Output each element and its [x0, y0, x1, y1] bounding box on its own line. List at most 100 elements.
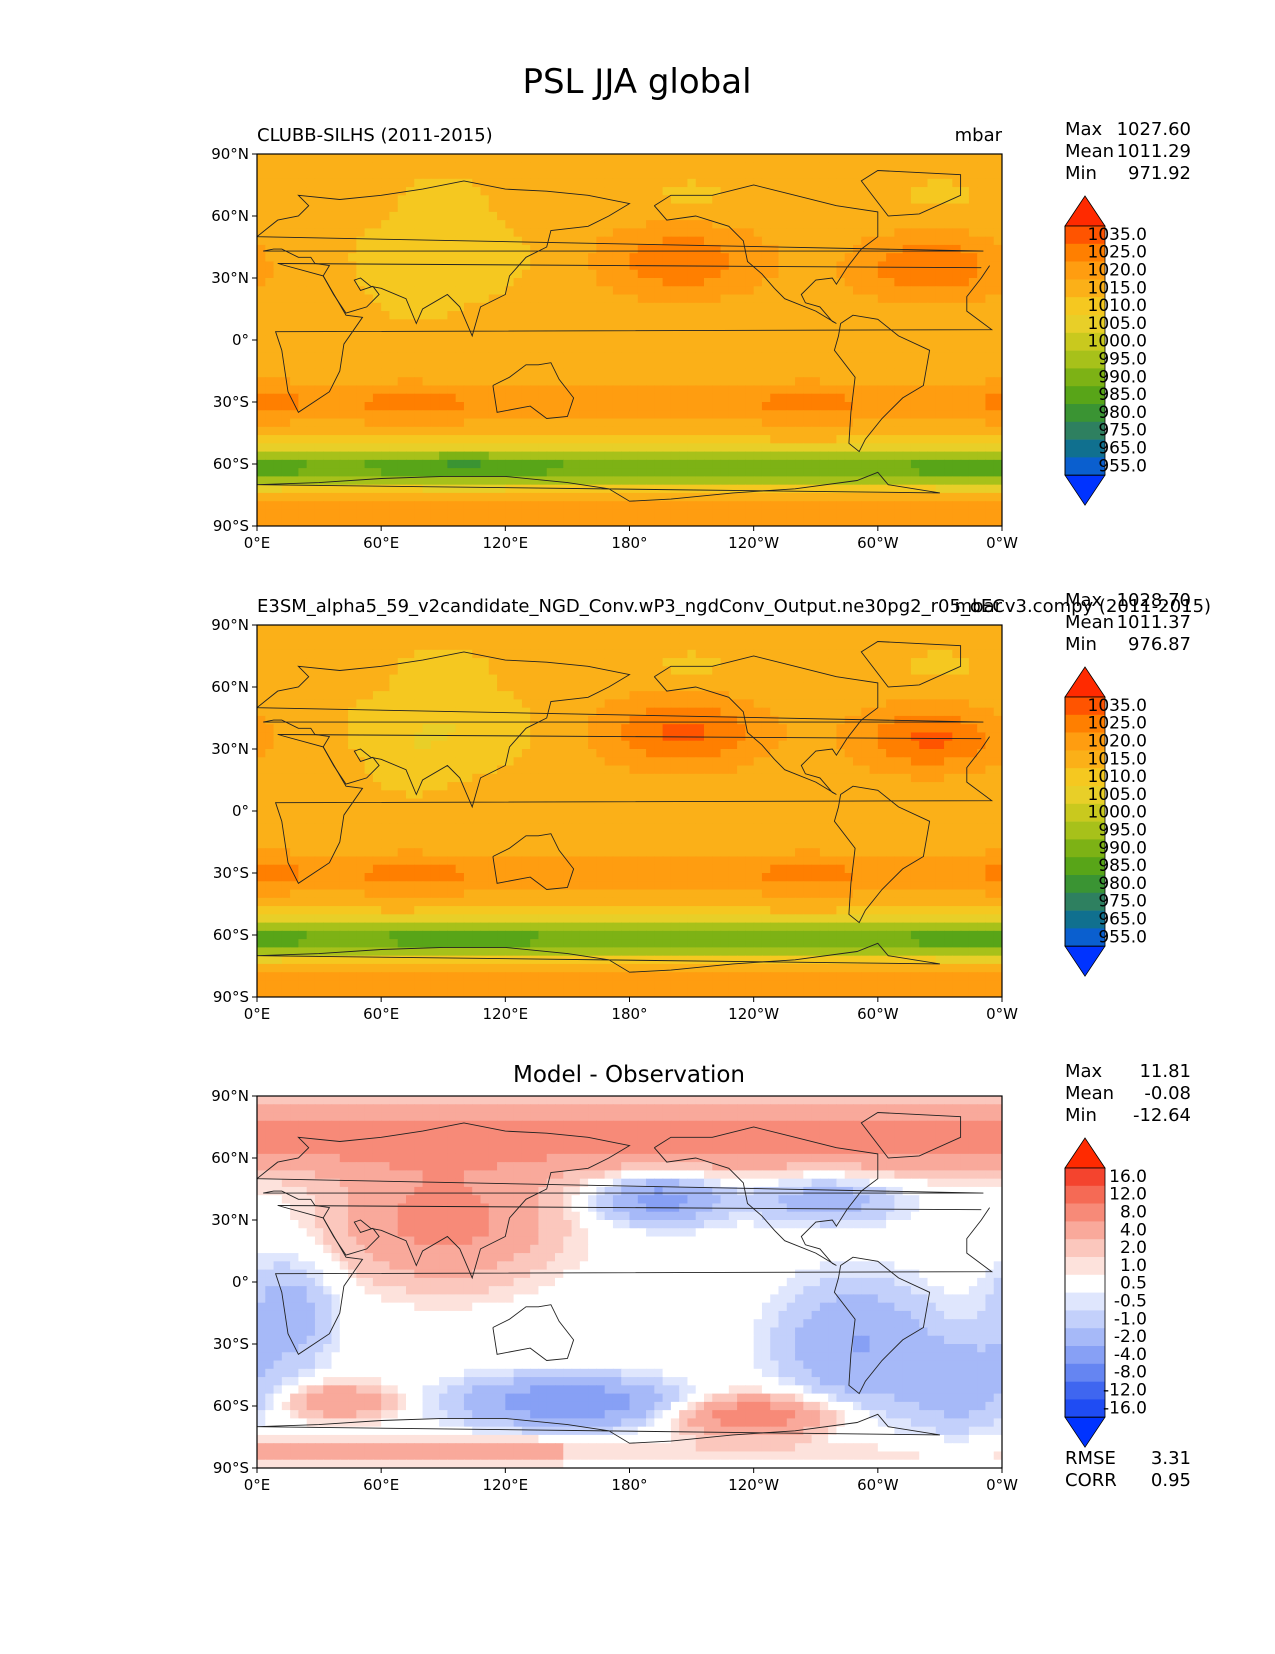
field-cell — [514, 212, 523, 221]
field-cell — [820, 452, 829, 461]
field-cell — [654, 468, 663, 477]
field-cell — [969, 427, 978, 436]
field-cell — [538, 666, 547, 675]
field-cell — [737, 650, 746, 659]
field-cell — [447, 261, 456, 270]
field-cell — [489, 303, 498, 312]
field-cell — [977, 212, 986, 221]
field-cell — [265, 212, 274, 221]
field-cell — [803, 311, 812, 320]
field-cell — [928, 476, 937, 485]
field-cell — [547, 427, 556, 436]
field-cell — [903, 509, 912, 518]
field-cell — [638, 410, 647, 419]
field-cell — [447, 278, 456, 287]
field-cell — [911, 377, 920, 386]
field-cell — [332, 518, 341, 527]
field-cell — [613, 295, 622, 304]
field-cell — [621, 460, 630, 469]
field-cell — [911, 435, 920, 444]
field-cell — [481, 642, 490, 651]
field-cell — [547, 344, 556, 353]
field-cell — [721, 633, 730, 642]
field-cell — [522, 228, 531, 237]
field-cell — [878, 295, 887, 304]
field-cell — [423, 402, 432, 411]
field-cell — [431, 633, 440, 642]
field-cell — [886, 204, 895, 213]
field-cell — [323, 691, 332, 700]
field-cell — [298, 162, 307, 171]
field-cell — [787, 691, 796, 700]
field-cell — [555, 303, 564, 312]
field-cell — [687, 410, 696, 419]
field-cell — [787, 460, 796, 469]
field-cell — [282, 642, 291, 651]
field-cell — [853, 228, 862, 237]
field-cell — [969, 336, 978, 345]
field-cell — [481, 452, 490, 461]
field-cell — [274, 162, 283, 171]
field-cell — [745, 344, 754, 353]
field-cell — [671, 361, 680, 370]
field-cell — [365, 683, 374, 692]
field-cell — [919, 253, 928, 262]
field-cell — [770, 303, 779, 312]
field-cell — [861, 253, 870, 262]
field-cell — [936, 328, 945, 337]
field-cell — [654, 171, 663, 180]
field-cell — [795, 394, 804, 403]
field-cell — [456, 518, 465, 527]
field-cell — [878, 501, 887, 510]
field-cell — [522, 468, 531, 477]
field-cell — [538, 485, 547, 494]
field-cell — [265, 394, 274, 403]
field-cell — [985, 278, 994, 287]
field-cell — [621, 311, 630, 320]
field-cell — [737, 625, 746, 634]
field-cell — [828, 361, 837, 370]
field-cell — [505, 154, 514, 163]
field-cell — [307, 468, 316, 477]
field-cell — [928, 377, 937, 386]
field-cell — [290, 352, 299, 361]
field-cell — [961, 319, 970, 328]
field-cell — [447, 328, 456, 337]
field-cell — [836, 650, 845, 659]
field-cell — [588, 501, 597, 510]
field-cell — [745, 658, 754, 667]
field-cell — [919, 328, 928, 337]
field-cell — [712, 377, 721, 386]
field-cell — [456, 377, 465, 386]
field-cell — [389, 352, 398, 361]
field-cell — [274, 650, 283, 659]
field-cell — [323, 650, 332, 659]
field-cell — [257, 179, 266, 188]
field-cell — [812, 402, 821, 411]
field-cell — [961, 228, 970, 237]
field-cell — [265, 650, 274, 659]
field-cell — [770, 286, 779, 295]
field-cell — [514, 303, 523, 312]
stat-value-max: 1027.60 — [1117, 119, 1191, 140]
field-cell — [447, 460, 456, 469]
field-cell — [423, 377, 432, 386]
field-cell — [770, 385, 779, 394]
field-cell — [687, 154, 696, 163]
field-cell — [596, 352, 605, 361]
field-cell — [952, 410, 961, 419]
field-cell — [646, 427, 655, 436]
field-cell — [911, 419, 920, 428]
field-cell — [481, 319, 490, 328]
field-cell — [356, 427, 365, 436]
field-cell — [985, 452, 994, 461]
field-cell — [820, 220, 829, 229]
field-cell — [555, 642, 564, 651]
field-cell — [481, 154, 490, 163]
field-cell — [530, 642, 539, 651]
field-cell — [389, 691, 398, 700]
field-cell — [795, 485, 804, 494]
field-cell — [414, 162, 423, 171]
field-cell — [704, 286, 713, 295]
field-cell — [530, 352, 539, 361]
